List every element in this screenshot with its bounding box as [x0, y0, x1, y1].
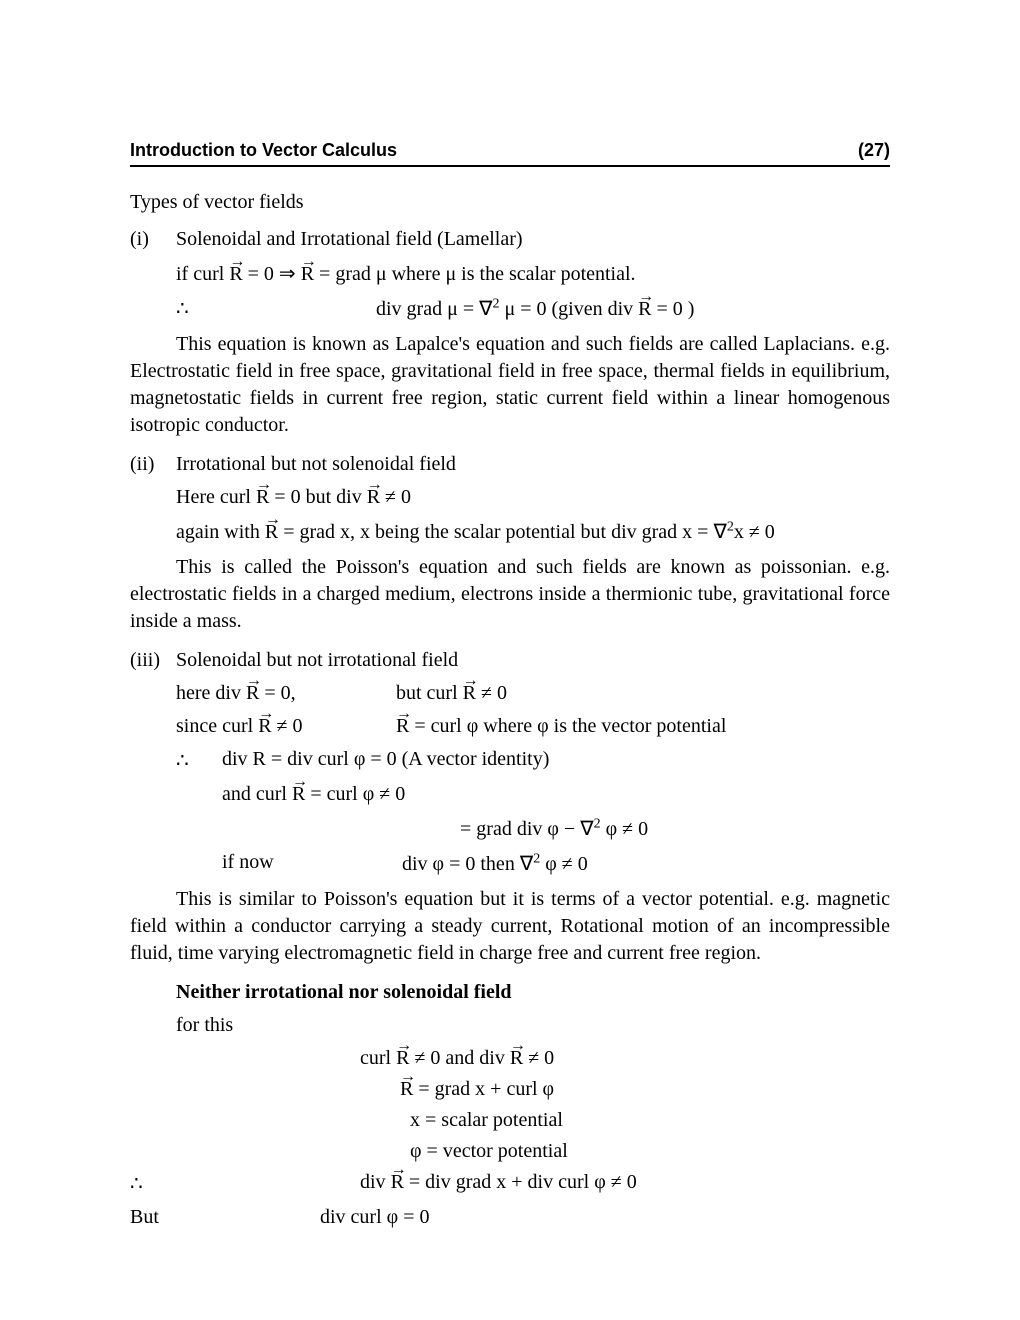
vector-R: R — [229, 263, 242, 286]
vector-R: R — [391, 1171, 404, 1194]
text: ≠ 0 — [272, 715, 303, 737]
eq-iii-row4: and curl R = curl φ ≠ 0 — [222, 783, 890, 806]
text: again with — [176, 521, 265, 543]
section-ii: (ii) Irrotational but not solenoidal fie… — [130, 453, 890, 476]
text: ≠ 0 — [523, 1047, 554, 1069]
vector-R: R — [292, 783, 305, 806]
vector-R: R — [510, 1047, 523, 1070]
text: = 0 but div — [269, 486, 366, 508]
text: 2 — [727, 519, 734, 534]
section-num-ii: (ii) — [130, 453, 176, 476]
vector-R: R — [265, 521, 278, 544]
vector-R: R — [638, 298, 651, 321]
header-page-number: (27) — [858, 140, 890, 161]
header-title: Introduction to Vector Calculus — [130, 140, 397, 161]
page-content: Introduction to Vector Calculus (27) Typ… — [0, 0, 1020, 1299]
eq-ii-2: again with R = grad x, x being the scala… — [176, 519, 890, 544]
eq-iv-4: φ = vector potential — [410, 1140, 890, 1163]
eq-i-1: if curl R = 0 ⇒ R = grad μ where μ is th… — [176, 261, 890, 286]
eq-iv-5: ∴ div R = div grad x + div curl φ ≠ 0 — [130, 1171, 890, 1196]
text: but curl — [396, 682, 463, 704]
text: here div — [176, 682, 246, 704]
section-iv-sub: for this — [176, 1014, 890, 1037]
section-heading-ii: Irrotational but not solenoidal field — [176, 453, 890, 476]
eq-iii-row1: here div R = 0, but curl R ≠ 0 — [176, 682, 890, 705]
col: R = curl φ where φ is the vector potenti… — [396, 715, 890, 738]
text: = grad x, x being the scalar potential b… — [278, 521, 727, 543]
page-header: Introduction to Vector Calculus (27) — [130, 140, 890, 167]
text: div φ = 0 then ∇ — [402, 853, 533, 875]
vector-R: R — [367, 486, 380, 509]
eq-ii-1: Here curl R = 0 but div R ≠ 0 — [176, 486, 890, 509]
vector-R: R — [396, 715, 409, 738]
text: div grad μ = ∇ — [376, 298, 492, 320]
vector-R: R — [256, 486, 269, 509]
text: = grad μ where μ is the scalar potential… — [314, 263, 636, 285]
text: = curl φ where φ is the vector potential — [409, 715, 726, 737]
text: = 0 ⇒ — [243, 263, 301, 285]
vector-R: R — [246, 682, 259, 705]
vector-R: R — [400, 1078, 413, 1101]
text: since curl — [176, 715, 258, 737]
text: φ ≠ 0 — [601, 818, 649, 840]
text: ≠ 0 — [380, 486, 411, 508]
eq-iv-6: But div curl φ = 0 — [130, 1206, 890, 1229]
section-num-iii: (iii) — [130, 649, 176, 672]
text: div — [360, 1171, 391, 1193]
text: = curl φ ≠ 0 — [305, 783, 405, 805]
vector-R: R — [396, 1047, 409, 1070]
text: 2 — [594, 816, 601, 831]
section-num-i: (i) — [130, 228, 176, 251]
text: = 0 ) — [651, 298, 694, 320]
text: x ≠ 0 — [734, 521, 775, 543]
eq-i-2: ∴ div grad μ = ∇2 μ = 0 (given div R = 0… — [176, 296, 890, 321]
text: curl — [360, 1047, 396, 1069]
text: div φ = 0 then ∇2 φ ≠ 0 — [402, 851, 588, 876]
eq-iv-1: curl R ≠ 0 and div R ≠ 0 — [360, 1047, 890, 1070]
text: and curl — [222, 783, 292, 805]
section-iv-heading: Neither irrotational nor solenoidal fiel… — [176, 981, 890, 1004]
para-ii: This is called the Poisson's equation an… — [130, 554, 890, 635]
col: since curl R ≠ 0 — [176, 715, 396, 738]
section-heading-i: Solenoidal and Irrotational field (Lamel… — [176, 228, 890, 251]
text: Here curl — [176, 486, 256, 508]
text: div R = div curl φ = 0 (A vector identit… — [222, 748, 549, 773]
main-title: Types of vector fields — [130, 191, 890, 214]
text: div R = div grad x + div curl φ ≠ 0 — [360, 1171, 637, 1196]
eq-iv-3: x = scalar potential — [410, 1109, 890, 1132]
section-i: (i) Solenoidal and Irrotational field (L… — [130, 228, 890, 251]
text: = grad div φ − ∇ — [460, 818, 594, 840]
para-iii: This is similar to Poisson's equation bu… — [130, 886, 890, 967]
eq-text: div grad μ = ∇2 μ = 0 (given div R = 0 ) — [376, 296, 694, 321]
eq-iii-row2: since curl R ≠ 0 R = curl φ where φ is t… — [176, 715, 890, 738]
text: if now — [222, 851, 402, 876]
para-i: This equation is known as Lapalce's equa… — [130, 331, 890, 439]
therefore-symbol: ∴ — [176, 748, 222, 773]
therefore-symbol: ∴ — [130, 1171, 360, 1196]
text: = grad x + curl φ — [413, 1078, 554, 1100]
eq-iii-row6: if now div φ = 0 then ∇2 φ ≠ 0 — [222, 851, 890, 876]
text: div curl φ = 0 — [320, 1206, 429, 1229]
text: if curl — [176, 263, 229, 285]
text: = 0, — [259, 682, 295, 704]
text: ≠ 0 — [476, 682, 507, 704]
vector-R: R — [301, 263, 314, 286]
therefore-symbol: ∴ — [176, 296, 206, 321]
text: φ ≠ 0 — [540, 853, 588, 875]
section-heading-iii: Solenoidal but not irrotational field — [176, 649, 890, 672]
section-iii: (iii) Solenoidal but not irrotational fi… — [130, 649, 890, 672]
col: but curl R ≠ 0 — [396, 682, 890, 705]
but-label: But — [130, 1206, 320, 1229]
text: μ = 0 (given div — [499, 298, 638, 320]
eq-iii-row5: = grad div φ − ∇2 φ ≠ 0 — [460, 816, 890, 841]
eq-iii-row3: ∴ div R = div curl φ = 0 (A vector ident… — [176, 748, 890, 773]
eq-iv-2: R = grad x + curl φ — [400, 1078, 890, 1101]
vector-R: R — [258, 715, 271, 738]
text: = div grad x + div curl φ ≠ 0 — [404, 1171, 637, 1193]
vector-R: R — [463, 682, 476, 705]
text: ≠ 0 and div — [409, 1047, 509, 1069]
col: here div R = 0, — [176, 682, 396, 705]
